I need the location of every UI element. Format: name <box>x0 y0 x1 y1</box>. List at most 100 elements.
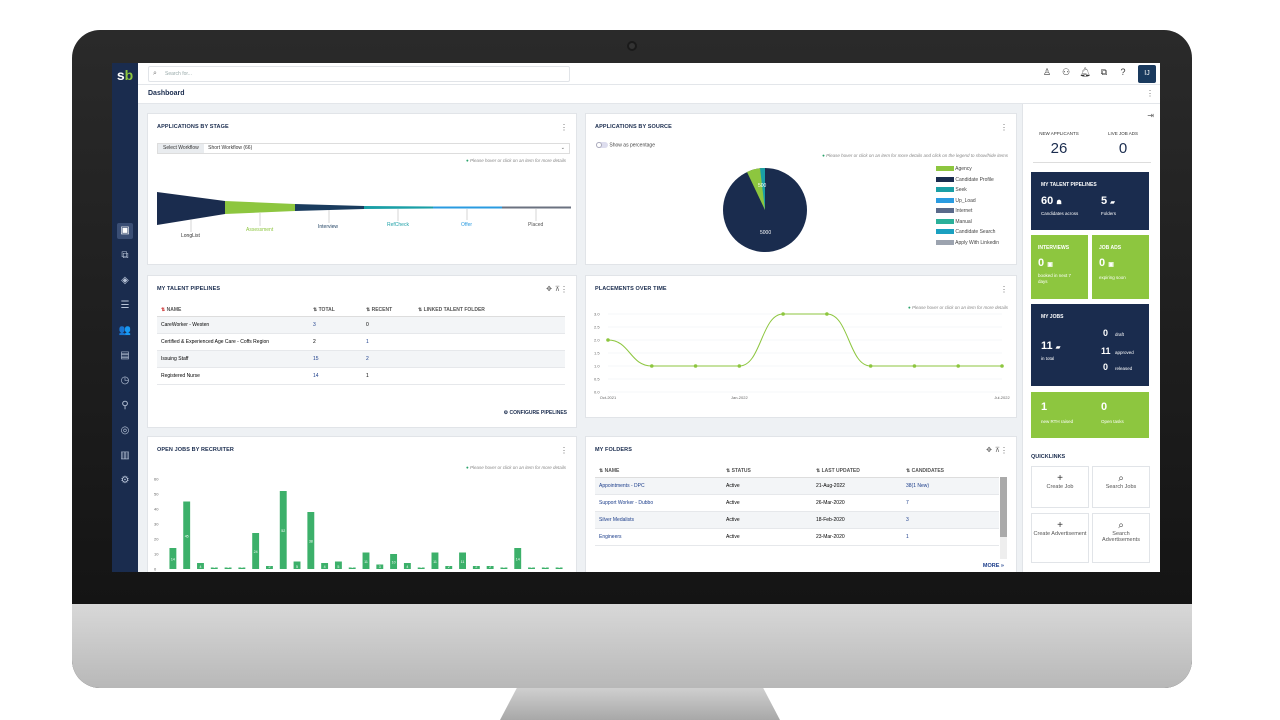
dashboard-icon[interactable]: ▣ <box>117 223 133 239</box>
col-name[interactable]: ⇅ NAME <box>595 465 722 478</box>
legend-item-manual[interactable]: Manual <box>936 219 999 230</box>
table-row[interactable]: Appointments - DPC Active 21-Aug-2022 38(1 … <box>595 477 999 495</box>
pie-slice-seek[interactable] <box>760 168 765 210</box>
card-menu-icon[interactable]: ⋮ <box>560 123 568 132</box>
col-status[interactable]: ⇅ STATUS <box>722 465 812 478</box>
data-point[interactable] <box>606 338 610 342</box>
table-row[interactable]: Certified & Experienced Age Care - Coffs… <box>157 333 565 351</box>
bar[interactable] <box>279 491 287 569</box>
bar[interactable] <box>348 567 356 570</box>
legend-item-seek[interactable]: Seek <box>936 187 999 198</box>
card-menu-icon[interactable]: ⋮ <box>560 446 568 455</box>
bar[interactable] <box>210 567 218 570</box>
col-recent[interactable]: ⇅ RECENT <box>362 304 414 317</box>
table-row[interactable]: Support Worker - Dubbo Active 26-Mar-2020 7 <box>595 494 999 512</box>
more-link[interactable]: MORE » <box>982 563 1004 569</box>
bar[interactable] <box>293 561 301 570</box>
list-icon[interactable]: ☰ <box>120 300 130 311</box>
data-point[interactable] <box>1000 364 1004 368</box>
bar[interactable] <box>390 554 398 569</box>
my-jobs-tile[interactable]: MY JOBS 11 ▰ in total 0 draft 11 approve… <box>1031 304 1149 386</box>
scrollbar-thumb[interactable] <box>1000 477 1007 537</box>
bar[interactable] <box>321 563 329 569</box>
search-jobs-button[interactable]: ⌕ Search Jobs <box>1092 466 1150 508</box>
table-row[interactable]: Issuing Staff 15 2 <box>157 350 565 368</box>
funnel-stage-longlist[interactable] <box>157 192 225 225</box>
talent-pipelines-tile[interactable]: MY TALENT PIPELINES 60 ☗ Candidates acro… <box>1031 172 1149 230</box>
bar[interactable] <box>238 567 246 570</box>
configure-pipelines-button[interactable]: ⚙ CONFIGURE PIPELINES <box>503 410 567 416</box>
bar[interactable] <box>224 567 232 570</box>
bell-icon[interactable]: 🔔︎ <box>1079 67 1091 77</box>
bar[interactable] <box>528 567 535 570</box>
data-point[interactable] <box>737 364 742 368</box>
target-icon[interactable]: ◎ <box>120 425 130 436</box>
help-icon[interactable]: ? <box>1120 67 1126 77</box>
table-row[interactable]: CareWorker - Westen 3 0 <box>157 316 565 334</box>
col-total[interactable]: ⇅ TOTAL <box>309 304 362 317</box>
workflow-select[interactable]: Select Workflow Short Workflow (66) ⌄ <box>157 143 570 154</box>
search-advertisements-button[interactable]: ⌕ Search Advertisements <box>1092 513 1150 563</box>
bar[interactable] <box>541 567 549 570</box>
bar[interactable] <box>362 552 370 570</box>
user-avatar[interactable]: IJ <box>1138 65 1156 83</box>
bar[interactable] <box>431 552 439 570</box>
people-icon[interactable]: 👥 <box>118 325 132 336</box>
card-menu-icon[interactable]: ⋮ <box>560 285 568 294</box>
live-ads-count[interactable]: 0 <box>1118 140 1128 157</box>
bar[interactable] <box>555 567 563 570</box>
data-point[interactable] <box>868 364 873 368</box>
user-icon[interactable]: ♙ <box>1042 67 1052 77</box>
create-advertisement-button[interactable]: + Create Advertisement <box>1031 513 1089 563</box>
col-candidates[interactable]: ⇅ CANDIDATES <box>902 465 999 478</box>
legend-item-internet[interactable]: Internet <box>936 208 999 219</box>
bar[interactable] <box>472 566 480 569</box>
funnel-stage-placed[interactable] <box>502 206 571 209</box>
reports-icon[interactable]: ▥ <box>120 450 130 461</box>
interviews-tile[interactable]: INTERVIEWS 0 ▣ booked in next 7 days <box>1031 235 1088 299</box>
job-ads-tile[interactable]: JOB ADS 0 ▣ expiring soon <box>1092 235 1149 299</box>
bar[interactable] <box>334 561 342 570</box>
collapse-icon[interactable]: ⊼ <box>554 286 560 293</box>
data-point[interactable] <box>649 364 654 368</box>
funnel-stage-offer[interactable] <box>433 206 502 209</box>
collapse-panel-icon[interactable]: ⇥ <box>1147 111 1154 120</box>
windows-icon[interactable]: ⧉ <box>1100 67 1108 77</box>
bar[interactable] <box>459 552 466 570</box>
documents-icon[interactable]: ⧉ <box>121 250 129 261</box>
funnel-stage-refcheck[interactable] <box>364 206 433 209</box>
legend-item-apply-linkedin[interactable]: Apply With Linkedin <box>936 240 999 251</box>
bar[interactable] <box>417 567 425 570</box>
app-logo[interactable]: sb <box>112 63 138 87</box>
bar[interactable] <box>266 566 273 569</box>
bar[interactable] <box>376 564 384 570</box>
bar[interactable] <box>445 566 453 569</box>
table-row[interactable]: Engineers Active 23-Mar-2020 1 <box>595 528 999 546</box>
tag-icon[interactable]: ◈ <box>121 275 129 286</box>
col-last-updated[interactable]: ⇅ LAST UPDATED <box>812 465 902 478</box>
search-input[interactable]: ⌕ Search for... <box>148 66 570 82</box>
percentage-toggle[interactable]: Show as percentage <box>596 142 655 148</box>
legend-item-upload[interactable]: Up_Load <box>936 198 999 209</box>
bar[interactable] <box>500 567 508 570</box>
card-menu-icon[interactable]: ⋮ <box>1000 446 1008 455</box>
col-linked-folder[interactable]: ⇅ LINKED TALENT FOLDER <box>414 304 565 317</box>
bar[interactable] <box>486 566 494 569</box>
drag-icon[interactable]: ✥ <box>986 447 992 454</box>
col-name[interactable]: ⇅ NAME <box>157 304 309 317</box>
bar[interactable] <box>197 563 204 569</box>
table-row[interactable]: Silver Medalists Active 18-Feb-2020 3 <box>595 511 999 529</box>
table-row[interactable]: Registered Nurse 14 1 <box>157 367 565 385</box>
rth-tasks-tile[interactable]: 1 new RTH raised 0 Open tasks <box>1031 392 1149 438</box>
bar[interactable] <box>403 563 411 569</box>
data-point[interactable] <box>956 364 961 368</box>
drag-icon[interactable]: ✥ <box>546 286 552 293</box>
data-point[interactable] <box>912 364 917 368</box>
legend-item-candidate-search[interactable]: Candidate Search <box>936 229 999 240</box>
new-applicants-count[interactable]: 26 <box>1050 140 1068 157</box>
bar[interactable] <box>252 533 260 569</box>
bar[interactable] <box>307 512 315 569</box>
data-point[interactable] <box>825 312 829 316</box>
pie-slice-agency[interactable] <box>747 167 765 210</box>
data-point[interactable] <box>693 364 698 368</box>
